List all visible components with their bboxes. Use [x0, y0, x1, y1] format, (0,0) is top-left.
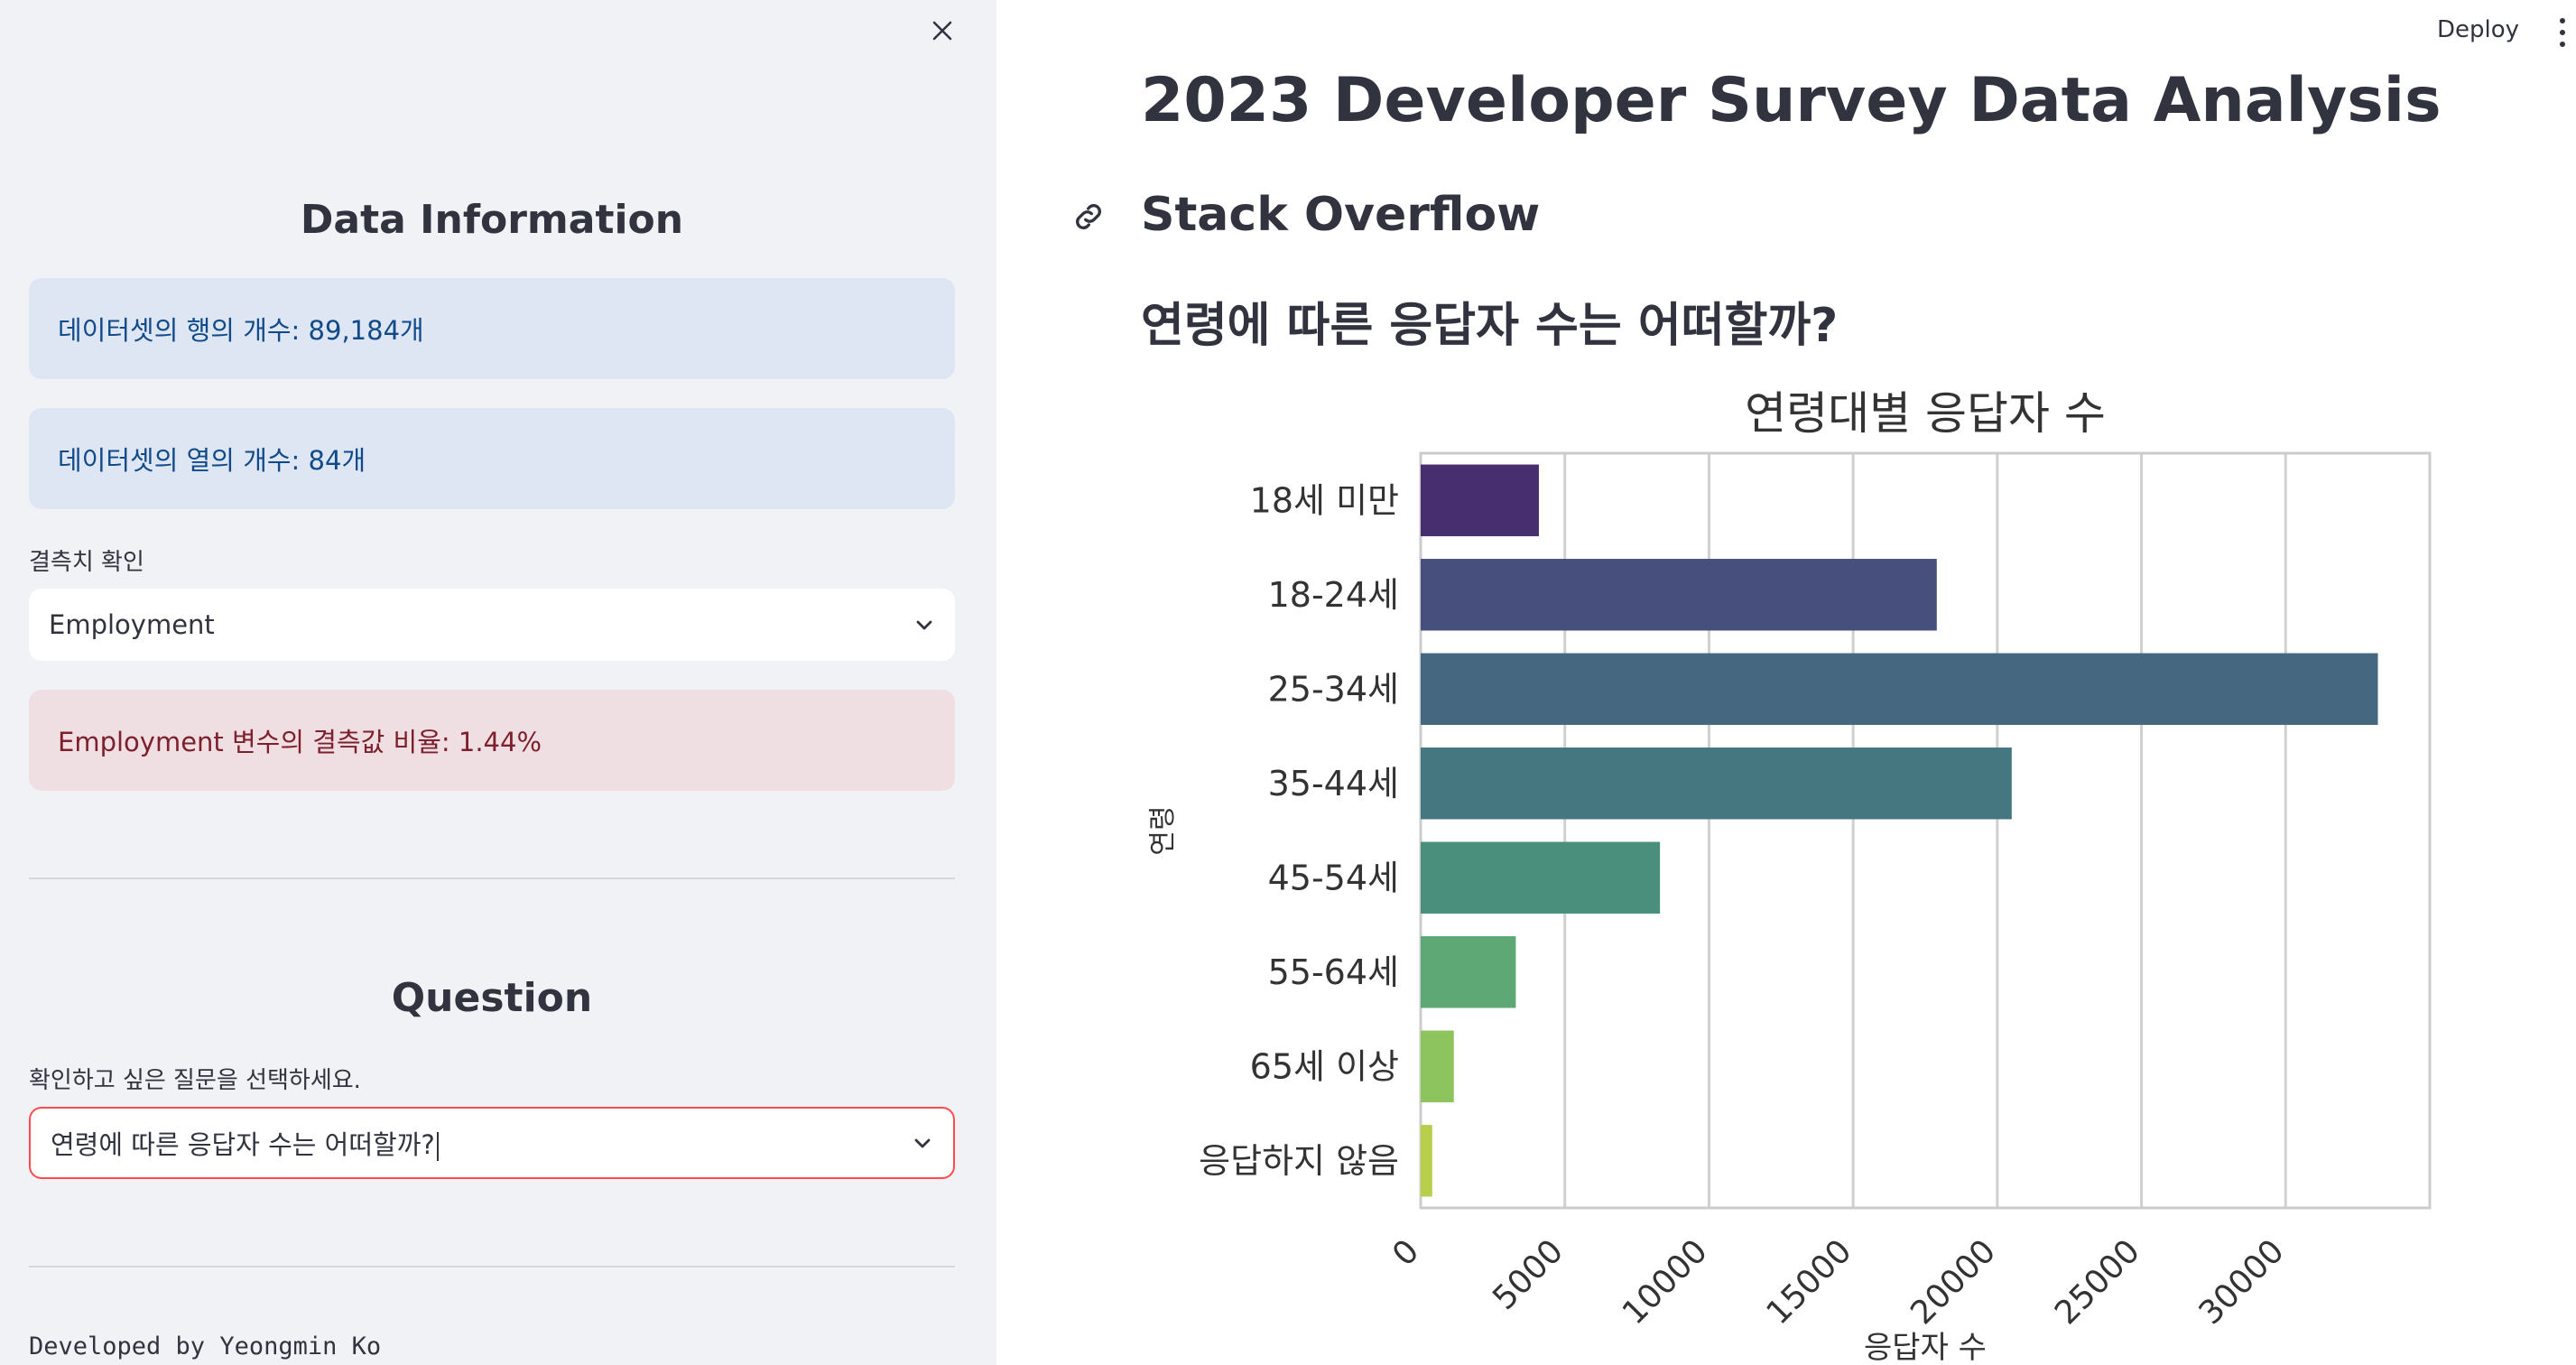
divider — [29, 1266, 955, 1268]
x-tick-label: 15000 — [1760, 1232, 1859, 1332]
missing-result-box: Employment 변수의 결측값 비율: 1.44% — [29, 690, 955, 791]
rows-info-text: 데이터셋의 행의 개수: 89,184개 — [58, 315, 424, 346]
main-content: Deploy 2023 Developer Survey Data Analys… — [996, 0, 2576, 1365]
question-select[interactable]: 연령에 따른 응답자 수는 어떠할까? — [29, 1107, 955, 1179]
text-cursor — [436, 1132, 439, 1161]
bar — [1421, 1030, 1454, 1102]
data-information-heading: Data Information — [300, 197, 684, 243]
y-tick-label: 18세 미만 — [1250, 480, 1399, 520]
y-tick-label: 35-44세 — [1268, 764, 1399, 803]
chart-title: 연령대별 응답자 수 — [1745, 387, 2106, 440]
y-tick-label: 65세 이상 — [1250, 1046, 1399, 1086]
x-tick-label: 0 — [1385, 1232, 1426, 1273]
developer-credit: Developed by Yeongmin Ko — [29, 1332, 382, 1360]
missing-variable-select[interactable]: Employment — [29, 589, 955, 661]
missing-check-label: 결측치 확인 — [29, 549, 144, 576]
x-tick-label: 30000 — [2192, 1232, 2292, 1332]
rows-info-box: 데이터셋의 행의 개수: 89,184개 — [29, 278, 955, 379]
page-title: 2023 Developer Survey Data Analysis — [1141, 65, 2442, 136]
x-tick-label: 20000 — [1904, 1232, 2003, 1332]
chevron-down-icon — [916, 620, 932, 630]
question-select-label: 확인하고 싶은 질문을 선택하세요. — [29, 1067, 361, 1094]
bar — [1421, 559, 1937, 631]
plot-frame — [1419, 451, 2432, 1210]
question-select-value: 연령에 따른 응답자 수는 어떠할까? — [51, 1124, 439, 1162]
y-tick-label: 응답하지 않음 — [1199, 1141, 1399, 1181]
bar — [1421, 841, 1661, 914]
x-tick-label: 25000 — [2048, 1232, 2147, 1332]
x-tick-label: 10000 — [1616, 1232, 1715, 1332]
age-bar-chart: 18세 미만 18-24세 25-34세 35-44세 45-54세 55-64세 65세 … — [1147, 387, 2432, 1365]
missing-variable-select-value: Employment — [49, 609, 215, 640]
y-tick-label: 18-24세 — [1268, 575, 1399, 615]
question-title: 연령에 따른 응답자 수는 어떠할까? — [1141, 299, 1839, 353]
more-vertical-icon[interactable] — [2551, 14, 2574, 51]
section-subtitle: Stack Overflow — [1141, 188, 1541, 242]
divider — [29, 878, 955, 879]
question-heading: Question — [391, 975, 593, 1021]
y-axis-label: 연령 — [1147, 805, 1179, 855]
y-tick-label: 25-34세 — [1268, 669, 1399, 709]
close-icon — [932, 21, 952, 41]
bar — [1421, 653, 2378, 725]
x-axis-label: 응답자 수 — [1864, 1330, 1987, 1365]
chevron-down-icon — [914, 1138, 931, 1148]
x-tick-label: 5000 — [1486, 1232, 1571, 1317]
deploy-button[interactable]: Deploy — [2437, 16, 2520, 43]
y-tick-label: 55-64세 — [1268, 952, 1399, 992]
missing-result-text: Employment 변수의 결측값 비율: 1.44% — [58, 727, 542, 757]
bar — [1421, 464, 1539, 536]
bar — [1421, 936, 1516, 1008]
bar — [1421, 1125, 1432, 1197]
y-tick-label: 45-54세 — [1268, 858, 1399, 897]
cols-info-box: 데이터셋의 열의 개수: 84개 — [29, 408, 955, 509]
cols-info-text: 데이터셋의 열의 개수: 84개 — [58, 445, 366, 476]
link-icon[interactable] — [1070, 199, 1107, 235]
sidebar: Data Information 데이터셋의 행의 개수: 89,184개 데이… — [0, 0, 996, 1365]
close-sidebar-button[interactable] — [924, 13, 960, 49]
bar — [1421, 748, 2012, 820]
